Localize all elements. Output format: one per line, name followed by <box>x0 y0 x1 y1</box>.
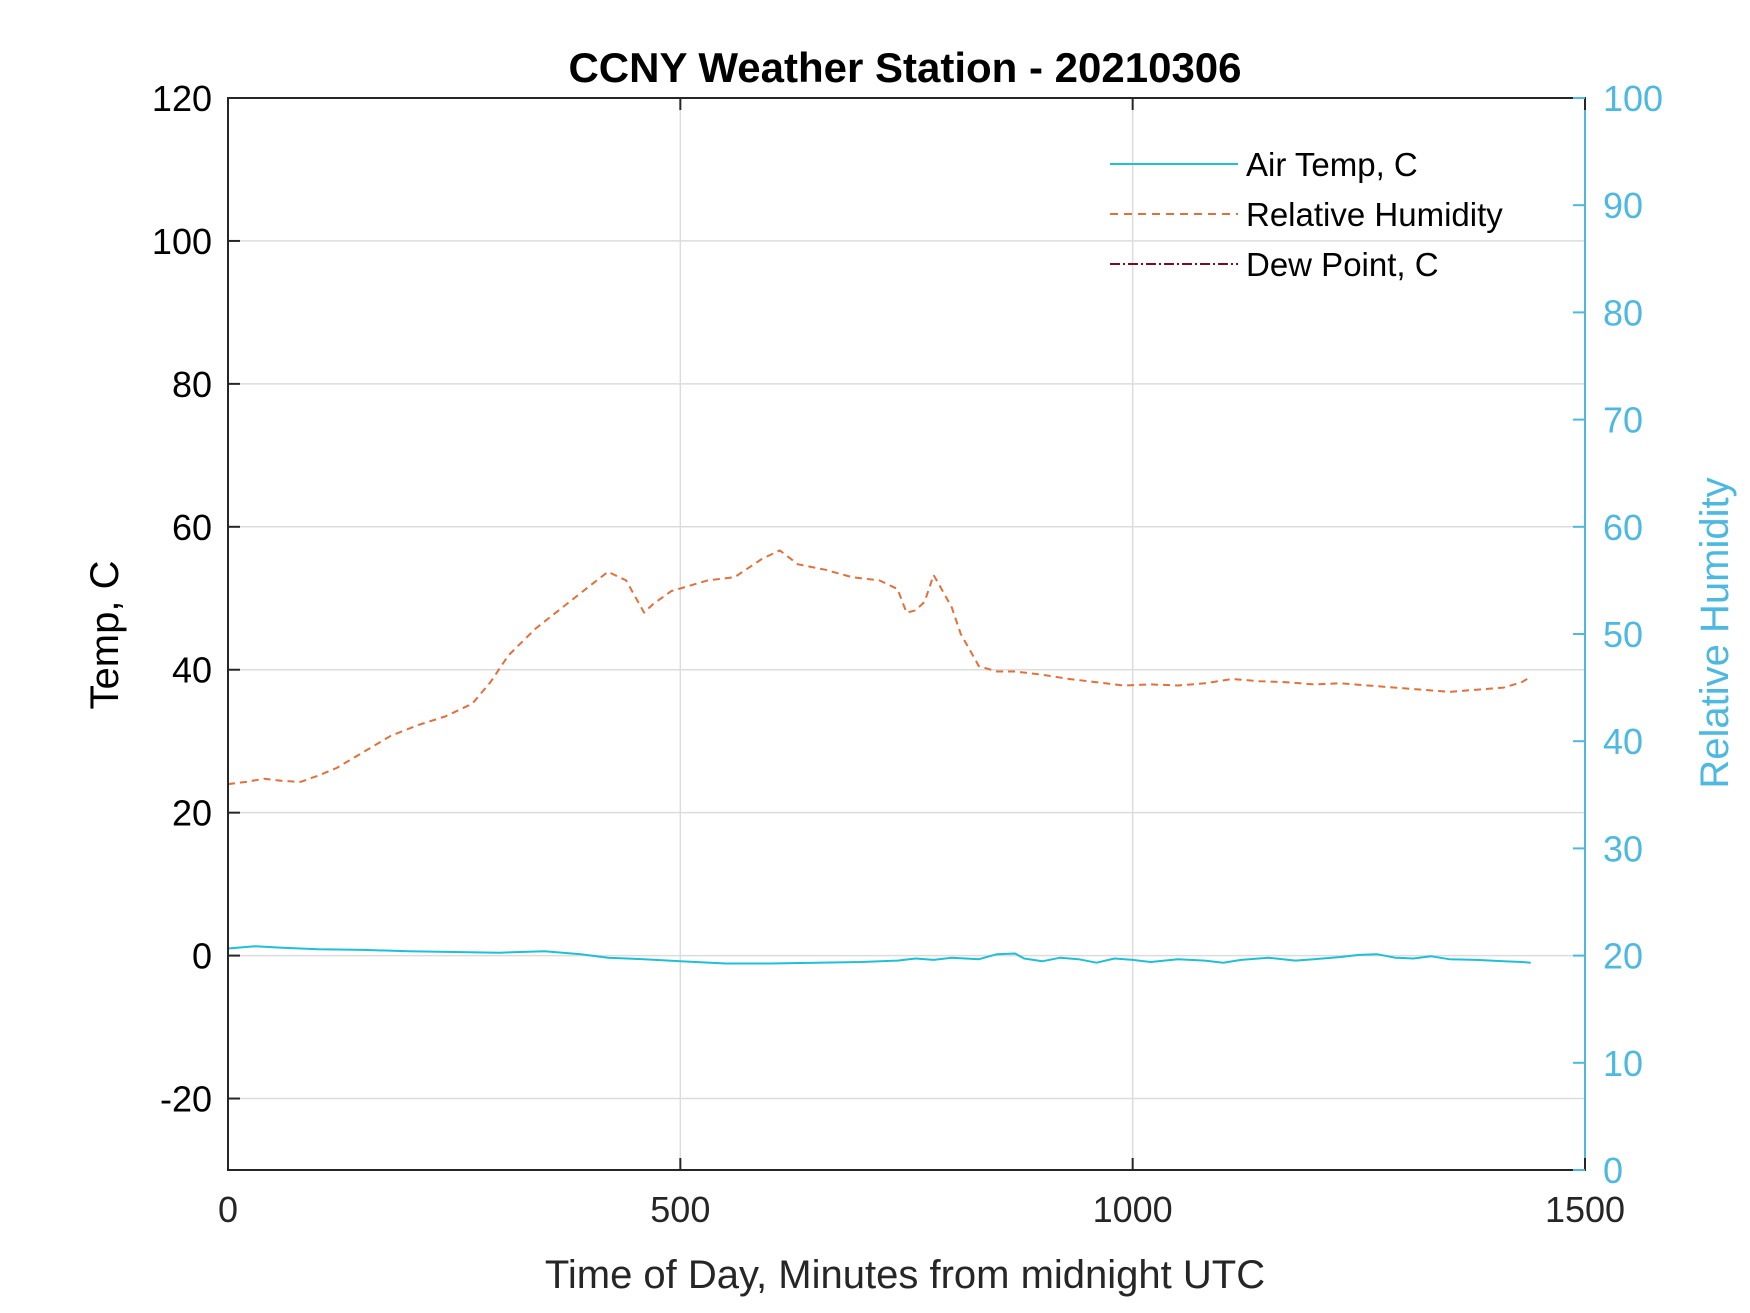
y-right-tick-label: 70 <box>1603 400 1643 441</box>
y-left-tick-label: 120 <box>152 78 212 119</box>
y-left-tick-label: 60 <box>172 507 212 548</box>
plot-area <box>227 549 1532 965</box>
grid <box>228 98 1585 1170</box>
x-tick-label: 1000 <box>1093 1189 1173 1230</box>
y-axis-left-label: Temp, C <box>83 561 127 710</box>
series-line-air-temp <box>227 945 1531 965</box>
legend: Air Temp, C Relative Humidity Dew Point,… <box>1110 146 1503 283</box>
y-left-tick-label: 0 <box>192 936 212 977</box>
y-right-tick-label: 20 <box>1603 936 1643 977</box>
y-right-tick-label: 30 <box>1603 828 1643 869</box>
y-right-tick-label: 40 <box>1603 721 1643 762</box>
y-right-tick-label: 80 <box>1603 292 1643 333</box>
legend-label-air-temp: Air Temp, C <box>1246 146 1418 183</box>
y-right-tick-label: 50 <box>1603 614 1643 655</box>
y-left-tick-label: -20 <box>160 1079 212 1120</box>
y-left-tick-label: 40 <box>172 650 212 691</box>
x-axis-label: Time of Day, Minutes from midnight UTC <box>545 1253 1265 1297</box>
x-tick-label: 500 <box>650 1189 710 1230</box>
y-right-tick-label: 0 <box>1603 1150 1623 1191</box>
y-right-tick-label: 10 <box>1603 1043 1643 1084</box>
y-right-tick-label: 100 <box>1603 78 1663 119</box>
y-axis-left: 120 100 80 60 40 20 0 -20 <box>152 78 240 1120</box>
chart-title: CCNY Weather Station - 20210306 <box>568 44 1241 91</box>
legend-label-dew-point: Dew Point, C <box>1246 246 1439 283</box>
y-axis-right-label: Relative Humidity <box>1693 477 1737 788</box>
y-left-tick-label: 80 <box>172 364 212 405</box>
y-left-tick-label: 100 <box>152 221 212 262</box>
legend-label-relative-humidity: Relative Humidity <box>1246 196 1503 233</box>
x-tick-label: 1500 <box>1545 1189 1625 1230</box>
x-axis: 0 500 1000 1500 <box>218 98 1625 1230</box>
x-tick-label: 0 <box>218 1189 238 1230</box>
y-right-tick-label: 90 <box>1603 185 1643 226</box>
y-left-tick-label: 20 <box>172 793 212 834</box>
y-right-tick-label: 60 <box>1603 507 1643 548</box>
